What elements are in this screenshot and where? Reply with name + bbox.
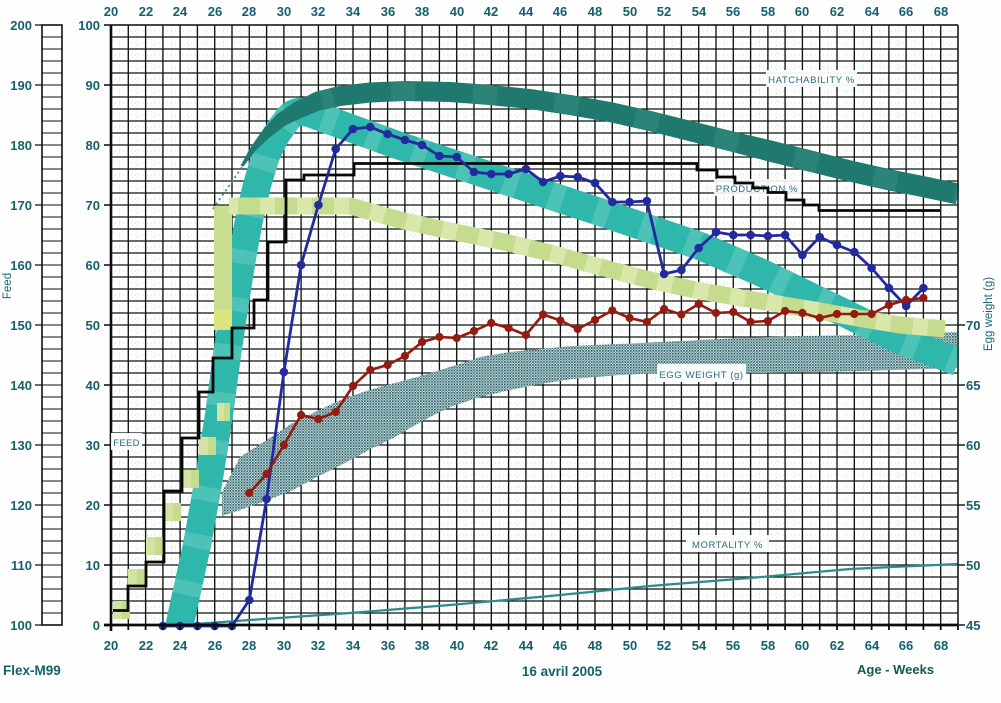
svg-text:80: 80 [86,138,100,153]
svg-text:Egg weight (g): Egg weight (g) [983,277,995,351]
svg-text:38: 38 [415,638,429,653]
svg-text:40: 40 [86,378,100,393]
svg-text:44: 44 [519,638,534,653]
svg-text:48: 48 [588,638,602,653]
svg-text:Age - Weeks: Age - Weeks [857,662,934,677]
svg-text:64: 64 [865,4,880,19]
svg-text:60: 60 [966,438,980,453]
svg-text:68: 68 [934,638,948,653]
svg-text:24: 24 [173,4,188,19]
svg-text:26: 26 [208,638,222,653]
svg-text:44: 44 [519,4,534,19]
svg-text:64: 64 [865,638,880,653]
svg-text:30: 30 [86,438,100,453]
svg-text:140: 140 [10,378,32,393]
svg-text:100: 100 [10,618,32,633]
svg-text:24: 24 [173,638,188,653]
svg-text:65: 65 [966,378,980,393]
svg-text:30: 30 [277,638,291,653]
svg-text:50: 50 [966,558,980,573]
svg-text:46: 46 [553,638,567,653]
svg-text:48: 48 [588,4,602,19]
svg-text:Flex-M99: Flex-M99 [3,663,61,678]
svg-text:56: 56 [726,4,740,19]
svg-text:10: 10 [86,558,100,573]
svg-text:42: 42 [484,4,498,19]
svg-text:190: 190 [10,78,32,93]
svg-text:52: 52 [657,638,671,653]
svg-text:66: 66 [899,4,913,19]
svg-text:42: 42 [484,638,498,653]
svg-text:55: 55 [966,498,980,513]
svg-text:38: 38 [415,4,429,19]
svg-text:56: 56 [726,638,740,653]
svg-text:62: 62 [830,638,844,653]
svg-text:45: 45 [966,618,980,633]
svg-text:34: 34 [346,638,361,653]
svg-text:EGG WEIGHT (g): EGG WEIGHT (g) [659,370,743,381]
svg-text:70: 70 [966,318,980,333]
svg-text:FEED: FEED [113,438,140,449]
svg-text:32: 32 [311,4,325,19]
svg-text:68: 68 [934,4,948,19]
svg-text:HATCHABILITY %: HATCHABILITY % [768,75,855,86]
svg-text:90: 90 [86,78,100,93]
svg-text:46: 46 [553,4,567,19]
svg-text:Feed: Feed [2,273,14,299]
svg-text:200: 200 [10,18,32,33]
svg-text:110: 110 [11,558,32,573]
svg-text:58: 58 [761,4,775,19]
svg-text:28: 28 [242,638,256,653]
svg-text:60: 60 [795,4,809,19]
svg-text:150: 150 [10,318,32,333]
svg-text:28: 28 [242,4,256,19]
svg-text:180: 180 [10,138,32,153]
svg-text:160: 160 [10,258,32,273]
svg-text:60: 60 [795,638,809,653]
svg-text:54: 54 [692,4,707,19]
svg-text:120: 120 [10,498,32,513]
svg-text:32: 32 [311,638,325,653]
svg-text:54: 54 [692,638,707,653]
svg-text:50: 50 [86,318,100,333]
svg-text:58: 58 [761,638,775,653]
svg-text:22: 22 [139,638,153,653]
svg-text:22: 22 [139,4,153,19]
svg-text:130: 130 [10,438,32,453]
svg-text:52: 52 [657,4,671,19]
svg-text:50: 50 [623,4,637,19]
svg-text:0: 0 [93,618,100,633]
svg-text:60: 60 [86,258,100,273]
svg-text:170: 170 [10,198,32,213]
svg-text:16 avril 2005: 16 avril 2005 [522,664,603,679]
svg-text:20: 20 [86,498,100,513]
svg-text:MORTALITY %: MORTALITY % [692,540,763,551]
svg-text:20: 20 [104,4,118,19]
svg-text:36: 36 [381,4,395,19]
svg-text:30: 30 [277,4,291,19]
svg-text:62: 62 [830,4,844,19]
svg-text:34: 34 [346,4,361,19]
svg-text:36: 36 [381,638,395,653]
svg-text:PRODUCTION %: PRODUCTION % [716,184,798,195]
svg-text:26: 26 [208,4,222,19]
svg-text:50: 50 [623,638,637,653]
svg-text:100: 100 [78,18,100,33]
svg-text:20: 20 [104,638,118,653]
svg-text:40: 40 [450,638,464,653]
svg-text:40: 40 [450,4,464,19]
svg-text:66: 66 [899,638,913,653]
svg-text:70: 70 [86,198,100,213]
